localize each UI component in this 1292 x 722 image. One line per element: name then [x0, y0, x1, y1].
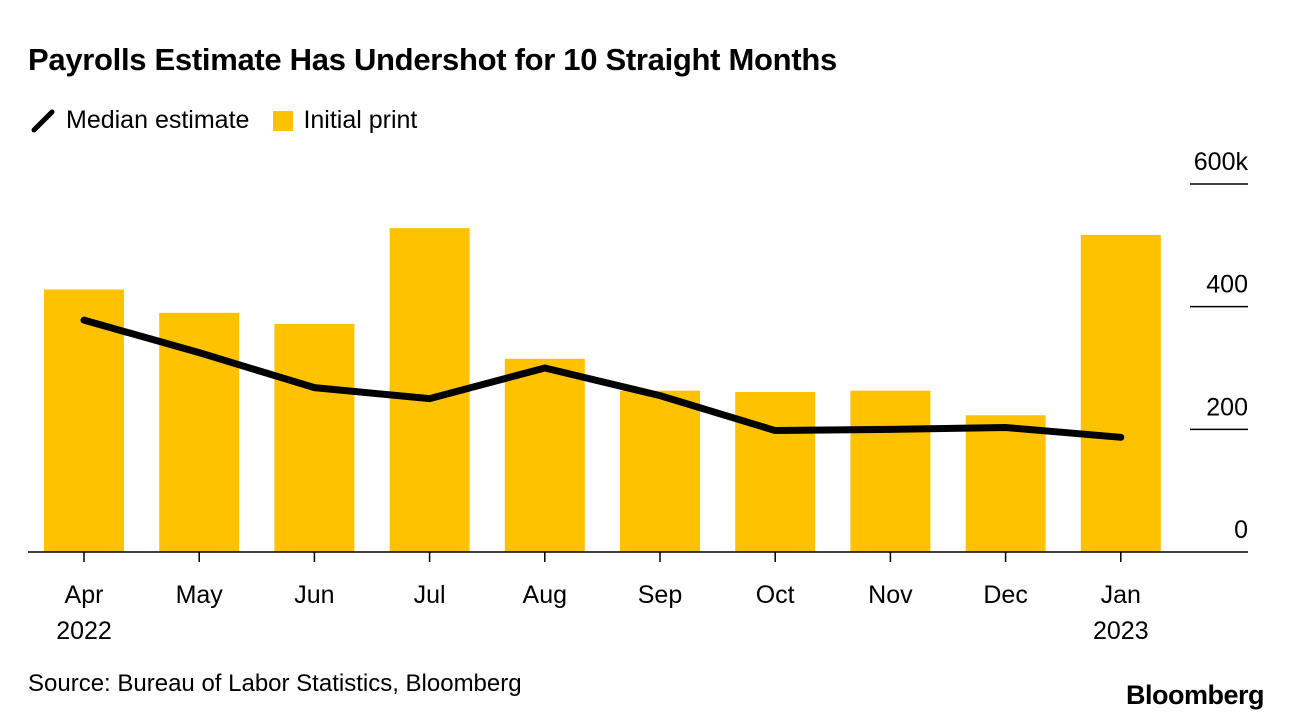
x-tick-label: Sep — [638, 581, 682, 609]
bar-nov — [850, 390, 931, 552]
legend-item-median-estimate: Median estimate — [30, 106, 249, 135]
bar-dec — [965, 415, 1046, 552]
x-tick-label: Aug — [523, 581, 567, 609]
median-estimate-line — [80, 316, 1125, 441]
bloomberg-logo: Bloomberg — [1125, 680, 1265, 710]
y-tick-label: 0 — [1234, 516, 1248, 544]
chart-title: Payrolls Estimate Has Undershot for 10 S… — [28, 42, 837, 77]
bar-sep — [620, 390, 700, 552]
legend-label-initial-print: Initial print — [303, 106, 418, 134]
x-tick-sublabel: 2023 — [1093, 617, 1149, 645]
y-tick-label: 600k — [1194, 148, 1249, 176]
bar-aug — [504, 358, 585, 552]
y-tick-label: 200 — [1206, 393, 1248, 421]
y-tick-label: 400 — [1206, 271, 1248, 299]
x-tick-label: Dec — [983, 581, 1027, 609]
bar-apr — [44, 289, 124, 552]
source-note: Source: Bureau of Labor Statistics, Bloo… — [28, 670, 522, 697]
bar-swatch-icon — [273, 110, 294, 131]
x-tick-label: May — [176, 581, 224, 609]
x-tick-label: Jul — [414, 581, 446, 609]
x-tick-label: Jan — [1101, 581, 1141, 609]
bar-jan — [1080, 234, 1161, 552]
legend-label-median-estimate: Median estimate — [66, 106, 250, 134]
bar-may — [159, 312, 240, 552]
x-tick-label: Jun — [294, 581, 334, 609]
bar-oct — [735, 391, 816, 552]
legend: Median estimate Initial print — [30, 106, 441, 135]
bar-jun — [274, 323, 355, 552]
line-swatch-icon — [31, 109, 55, 132]
legend-item-initial-print: Initial print — [273, 106, 417, 135]
x-tick-label: Oct — [756, 581, 795, 609]
x-tick-sublabel: 2022 — [56, 617, 112, 645]
x-tick-label: Nov — [868, 581, 913, 609]
x-tick-label: Apr — [65, 581, 104, 609]
